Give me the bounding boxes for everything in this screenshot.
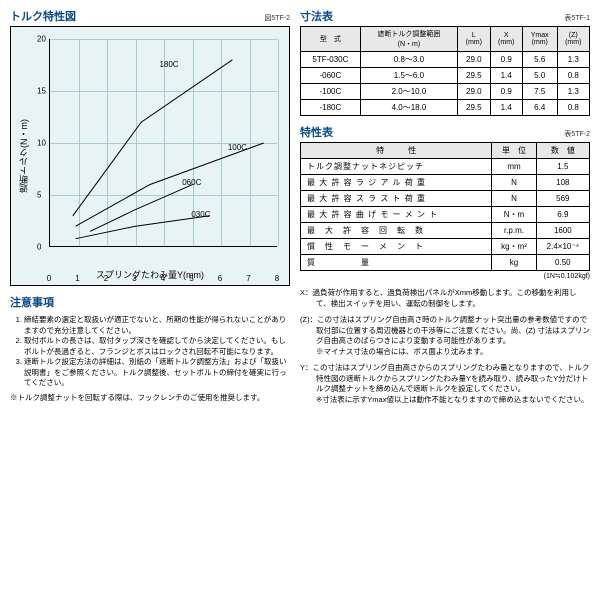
spec-table: 特 性単 位数 値トルク調整ナットネジピッチmm1.5最 大 許 容 ラ ジ ア…	[300, 142, 590, 271]
dimension-table: 型 式遮断トルク調整範囲(N・m)L(mm)X(mm)Ymax(mm)(Z)(m…	[300, 26, 590, 116]
chart-ylabel: 遮断トルク(N・m)	[17, 119, 30, 193]
torque-chart: 遮断トルク(N・m) 180C100C060C030C スプリングたわみ量Y(m…	[10, 26, 290, 286]
chart-title: トルク特性図図5TF-2	[10, 8, 290, 24]
notes-list: 締結要素の選定と取扱いが適正でないと、所期の性能が得られないことがありますので充…	[10, 315, 290, 389]
chart-xlabel: スプリングたわみ量Y(mm)	[96, 268, 204, 281]
spec-title: 特性表表5TF-2	[300, 124, 590, 140]
right-notes: X：過負荷が作用すると、過負荷検出パネルがXmm移動します。この移動を利用して、…	[300, 288, 590, 405]
dim-title: 寸法表表5TF-1	[300, 8, 590, 24]
spec-footnote: (1N≒0.102kgf)	[300, 272, 590, 280]
notes-extra: ※トルク調整ナットを回転する際は、フックレンチのご使用を推奨します。	[10, 393, 290, 404]
notes-title: 注意事項	[10, 296, 290, 311]
